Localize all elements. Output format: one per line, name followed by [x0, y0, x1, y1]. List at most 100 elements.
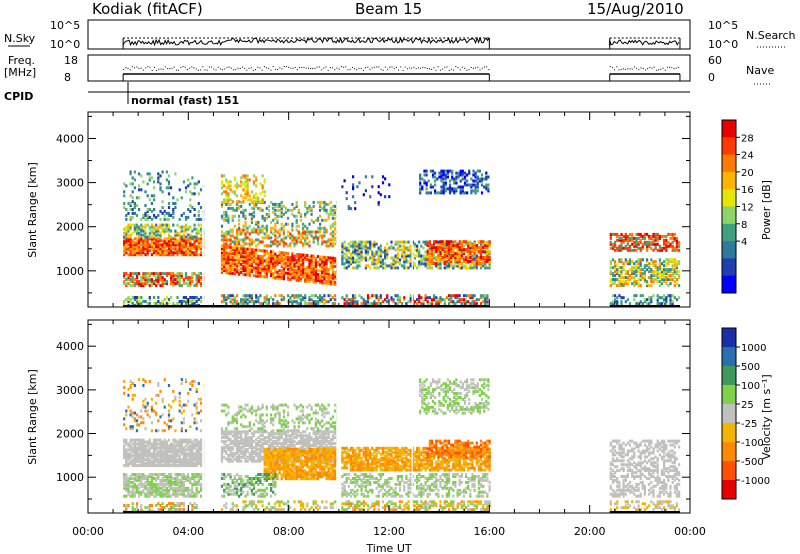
- heatmap-cell: [310, 268, 313, 272]
- heatmap-cell: [225, 214, 228, 218]
- heatmap-cell: [197, 280, 200, 284]
- heatmap-cell: [250, 258, 253, 262]
- heatmap-cell: [618, 284, 621, 288]
- heatmap-cell: [461, 171, 464, 175]
- heatmap-cell: [656, 236, 659, 240]
- heatmap-cell: [377, 256, 380, 260]
- heatmap-cell: [170, 282, 173, 286]
- heatmap-cell: [308, 256, 311, 260]
- heatmap-cell: [424, 296, 427, 300]
- heatmap-cell: [609, 272, 612, 276]
- heatmap-cell: [401, 254, 404, 258]
- heatmap-cell: [458, 262, 461, 265]
- heatmap-cell: [170, 456, 173, 460]
- heatmap-cell: [223, 249, 226, 253]
- heatmap-cell: [660, 296, 664, 300]
- heatmap-cell: [441, 258, 444, 261]
- heatmap-cell: [167, 482, 171, 486]
- heatmap-cell: [135, 253, 139, 257]
- heatmap-cell: [272, 274, 275, 278]
- heatmap-cell: [138, 284, 141, 288]
- heatmap-cell: [252, 252, 256, 256]
- heatmap-cell: [458, 256, 461, 259]
- heatmap-cell: [472, 169, 475, 173]
- heatmap-cell: [652, 274, 655, 278]
- heatmap-cell: [306, 271, 309, 275]
- heatmap-cell: [133, 245, 136, 249]
- heatmap-cell: [643, 280, 646, 284]
- heatmap-cell: [150, 223, 153, 227]
- heatmap-cell: [425, 183, 428, 187]
- heatmap-cell: [235, 300, 239, 304]
- heatmap-cell: [319, 222, 322, 226]
- nave-dot: [393, 68, 395, 70]
- heatmap-cell: [246, 302, 249, 306]
- heatmap-cell: [240, 210, 243, 214]
- heatmap-cell: [267, 261, 270, 265]
- heatmap-cell: [174, 448, 177, 452]
- nave-dot: [671, 67, 673, 69]
- heatmap-cell: [456, 262, 459, 266]
- heatmap-cell: [123, 486, 126, 490]
- heatmap-cell: [418, 300, 421, 304]
- heatmap-cell: [161, 486, 164, 490]
- heatmap-cell: [479, 266, 483, 270]
- heatmap-cell: [673, 270, 676, 274]
- heatmap-cell: [199, 456, 203, 460]
- heatmap-cell: [138, 225, 141, 229]
- heatmap-cell: [450, 256, 453, 259]
- heatmap-cell: [439, 300, 442, 304]
- heatmap-cell: [331, 222, 334, 226]
- heatmap-cell: [223, 255, 226, 259]
- heatmap-cell: [182, 494, 185, 498]
- heatmap-cell: [133, 448, 136, 452]
- heatmap-cell: [430, 300, 434, 304]
- beam-title: Beam 15: [355, 0, 422, 18]
- heatmap-cell: [276, 202, 279, 206]
- heatmap-cell: [413, 264, 416, 268]
- heatmap-cell: [274, 228, 277, 232]
- heatmap-cell: [127, 247, 130, 251]
- heatmap-cell: [157, 178, 160, 182]
- heatmap-cell: [140, 460, 143, 464]
- heatmap-cell: [123, 301, 126, 305]
- heatmap-cell: [265, 251, 268, 255]
- heatmap-cell: [267, 257, 270, 261]
- heatmap-cell: [157, 241, 160, 245]
- heatmap-cell: [142, 438, 145, 442]
- heatmap-cell: [611, 258, 615, 262]
- heatmap-cell: [133, 278, 136, 282]
- heatmap-cell: [263, 271, 266, 275]
- heatmap-cell: [153, 282, 156, 286]
- heatmap-cell: [437, 258, 440, 262]
- heatmap-cell: [484, 264, 487, 268]
- heatmap-cell: [354, 260, 357, 264]
- heatmap-cell: [199, 284, 203, 288]
- heatmap-cell: [312, 294, 315, 298]
- heatmap-cell: [229, 202, 232, 206]
- heatmap-cell: [142, 488, 145, 492]
- heatmap-cell: [142, 225, 145, 229]
- heatmap-cell: [331, 280, 334, 284]
- heatmap-cell: [138, 444, 141, 448]
- heatmap-cell: [465, 258, 468, 261]
- heatmap-cell: [445, 250, 448, 254]
- heatmap-cell: [240, 266, 243, 270]
- heatmap-cell: [413, 300, 416, 304]
- heatmap-cell: [133, 247, 136, 251]
- heatmap-cell: [656, 294, 659, 298]
- heatmap-cell: [643, 270, 646, 274]
- heatmap-cell: [146, 460, 149, 464]
- heatmap-cell: [140, 296, 143, 299]
- heatmap-cell: [325, 208, 328, 212]
- heatmap-cell: [663, 268, 666, 272]
- heatmap-cell: [656, 242, 659, 246]
- heatmap-cell: [223, 238, 226, 242]
- heatmap-cell: [658, 302, 661, 306]
- heatmap-cell: [140, 492, 143, 496]
- heatmap-cell: [170, 448, 173, 452]
- heatmap-cell: [248, 198, 251, 202]
- heatmap-cell: [157, 276, 160, 280]
- heatmap-cell: [280, 226, 283, 230]
- nave-dot: [347, 69, 349, 71]
